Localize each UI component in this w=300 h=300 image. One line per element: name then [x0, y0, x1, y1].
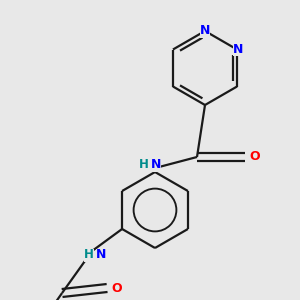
- Text: H: H: [84, 248, 94, 262]
- Text: N: N: [151, 158, 161, 172]
- Text: O: O: [112, 281, 122, 295]
- Text: N: N: [233, 43, 243, 56]
- Text: O: O: [250, 151, 260, 164]
- Text: H: H: [139, 158, 149, 172]
- Text: N: N: [96, 248, 106, 262]
- Text: N: N: [200, 25, 210, 38]
